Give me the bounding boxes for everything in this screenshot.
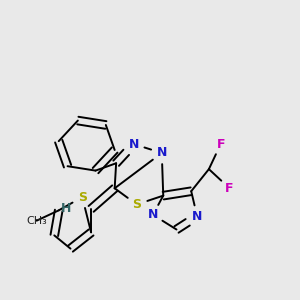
Text: H: H (61, 202, 71, 215)
Text: N: N (157, 146, 167, 159)
Text: S: S (132, 198, 141, 211)
Text: F: F (225, 182, 234, 195)
Text: F: F (216, 138, 225, 151)
Text: N: N (129, 138, 139, 151)
Text: CH₃: CH₃ (26, 216, 47, 226)
Text: N: N (148, 208, 158, 221)
Text: N: N (192, 210, 202, 223)
Text: S: S (78, 190, 87, 204)
